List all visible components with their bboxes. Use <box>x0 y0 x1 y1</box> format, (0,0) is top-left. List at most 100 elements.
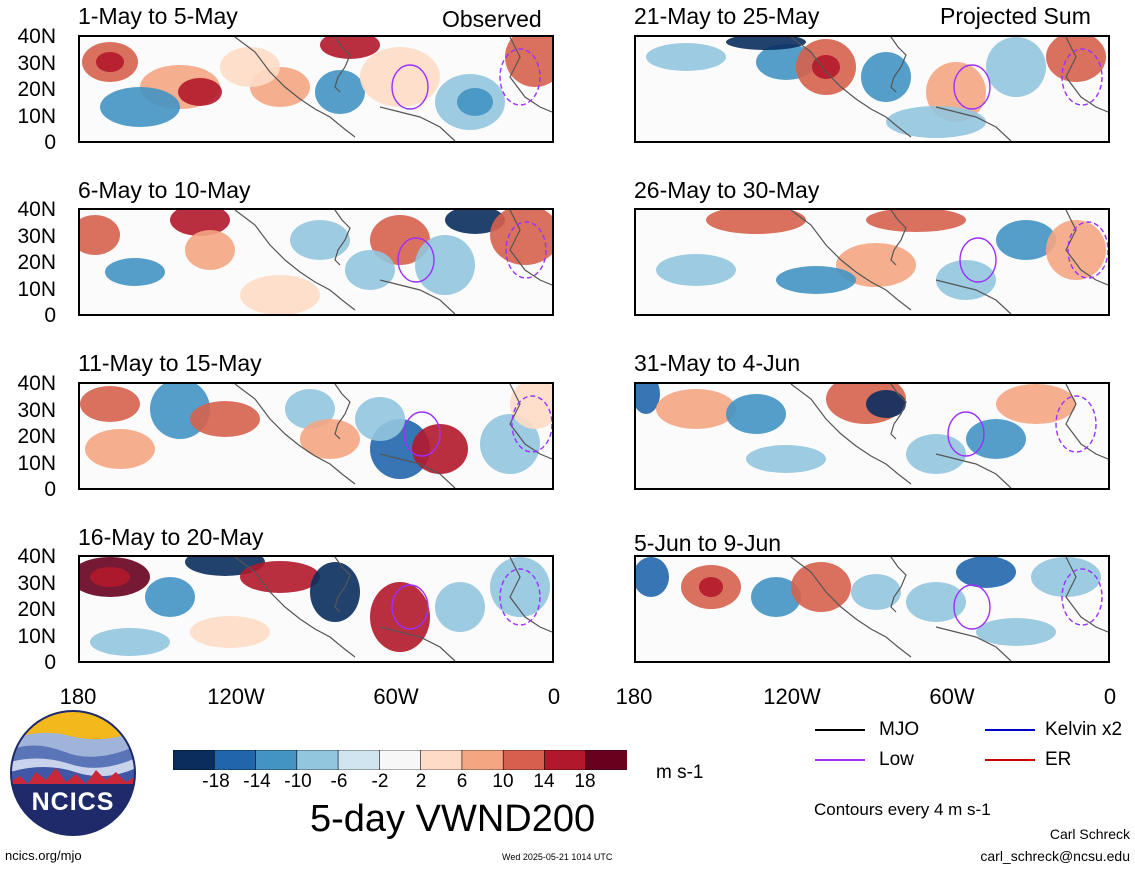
xtick: 0 <box>1103 684 1117 709</box>
contour-low <box>1055 395 1097 453</box>
field-anomaly <box>956 557 1016 588</box>
field-anomaly <box>178 78 222 106</box>
field-anomaly <box>190 616 270 648</box>
field-anomaly <box>345 250 395 290</box>
field-shading <box>80 557 550 656</box>
field-anomaly <box>656 254 736 286</box>
xtick: 180 <box>59 684 97 709</box>
ytick: 40N <box>17 545 56 568</box>
field-anomaly <box>360 47 440 107</box>
field-anomaly <box>699 577 723 597</box>
field-anomaly <box>240 275 320 314</box>
coastline <box>790 557 1108 661</box>
field-anomaly <box>457 88 493 116</box>
field-anomaly <box>996 384 1076 424</box>
ytick: 0 <box>44 304 56 327</box>
ytick: 0 <box>44 478 56 501</box>
panel-title-7: 31-May to 4-Jun <box>634 350 801 376</box>
colorbar-swatch <box>172 749 216 771</box>
field-anomaly <box>100 87 180 127</box>
field-shading <box>656 210 1106 300</box>
panel-title-1: 1-May to 5-May <box>78 3 238 29</box>
field-anomaly <box>656 389 736 429</box>
colorbar-swatches <box>172 749 628 771</box>
field-anomaly <box>185 230 235 270</box>
colorbar-swatch <box>585 749 628 771</box>
field-anomaly <box>320 37 380 59</box>
field-anomaly <box>726 37 806 50</box>
field-anomaly <box>751 577 801 617</box>
field-anomaly <box>445 210 505 234</box>
coastline <box>234 384 552 488</box>
colorbar-swatch <box>296 749 339 771</box>
coastline <box>234 210 552 314</box>
author: Carl Schreck <box>1049 826 1130 842</box>
field-anomaly <box>90 628 170 656</box>
website: ncics.org/mjo <box>5 848 82 863</box>
legend-label-low: Low <box>879 749 914 770</box>
field-shading <box>636 384 1076 474</box>
field-anomaly <box>96 52 124 72</box>
map-panel-2 <box>78 208 554 316</box>
legend-lines <box>815 729 1035 761</box>
field-anomaly <box>190 401 260 437</box>
field-shading <box>80 210 552 314</box>
field-anomaly <box>1046 220 1106 280</box>
contour-low <box>505 221 547 279</box>
field-anomaly <box>1046 37 1106 82</box>
field-map <box>636 557 1108 661</box>
ytick: 10N <box>17 105 56 128</box>
coastline <box>790 384 1108 488</box>
field-anomaly <box>240 561 320 593</box>
field-shading <box>646 37 1106 138</box>
field-anomaly <box>986 37 1046 97</box>
field-anomaly <box>966 419 1026 459</box>
colorbar-swatch <box>255 749 298 771</box>
contour-low <box>959 237 997 283</box>
colorbar-label: -10 <box>284 771 312 792</box>
field-anomaly <box>976 618 1056 646</box>
colorbar-swatch <box>213 749 257 771</box>
map-panel-8 <box>634 555 1110 663</box>
contour-low <box>953 64 991 110</box>
colorbar-label: 14 <box>533 771 555 792</box>
panel-title-6: 26-May to 30-May <box>634 177 820 203</box>
colorbar-swatch <box>461 749 504 771</box>
colorbar-label: -18 <box>202 771 230 792</box>
xtick: 120W <box>207 684 265 709</box>
timestamp: Wed 2025-05-21 1014 UTC <box>502 852 613 862</box>
contour-low <box>1061 568 1103 626</box>
field-anomaly <box>510 384 552 429</box>
panel-title-2: 6-May to 10-May <box>78 177 251 203</box>
panel-title-3: 11-May to 15-May <box>78 350 262 376</box>
colorbar-label: 2 <box>415 771 427 792</box>
colorbar-swatch <box>379 749 422 771</box>
contour-low <box>1061 48 1103 106</box>
colorbar-swatch <box>337 749 381 771</box>
field-anomaly <box>726 394 786 434</box>
contour-low <box>499 568 541 626</box>
colorbar-swatch <box>544 749 587 771</box>
field-anomaly <box>996 220 1056 260</box>
main-title: 5-day VWND200 <box>310 798 596 840</box>
ncics-logo-text: NCICS <box>31 788 115 816</box>
xtick: 120W <box>763 684 821 709</box>
map-panel-7 <box>634 382 1110 490</box>
observed-label: Observed <box>442 6 542 32</box>
ytick: 20N <box>17 78 56 101</box>
ytick: 20N <box>17 425 56 448</box>
field-anomaly <box>285 389 335 429</box>
contour-low <box>511 395 552 453</box>
ytick: 0 <box>44 651 56 674</box>
field-anomaly <box>370 582 430 652</box>
field-anomaly <box>290 220 350 260</box>
field-anomaly <box>812 55 840 79</box>
map-panel-3 <box>78 382 554 490</box>
colorbar-swatch <box>502 749 546 771</box>
panel-title-4: 16-May to 20-May <box>78 524 264 550</box>
field-anomaly <box>85 429 155 469</box>
field-anomaly <box>836 243 916 287</box>
legend-label-er: ER <box>1045 749 1072 770</box>
panel-title-8: 5-Jun to 9-Jun <box>634 530 782 556</box>
field-map <box>636 384 1108 488</box>
